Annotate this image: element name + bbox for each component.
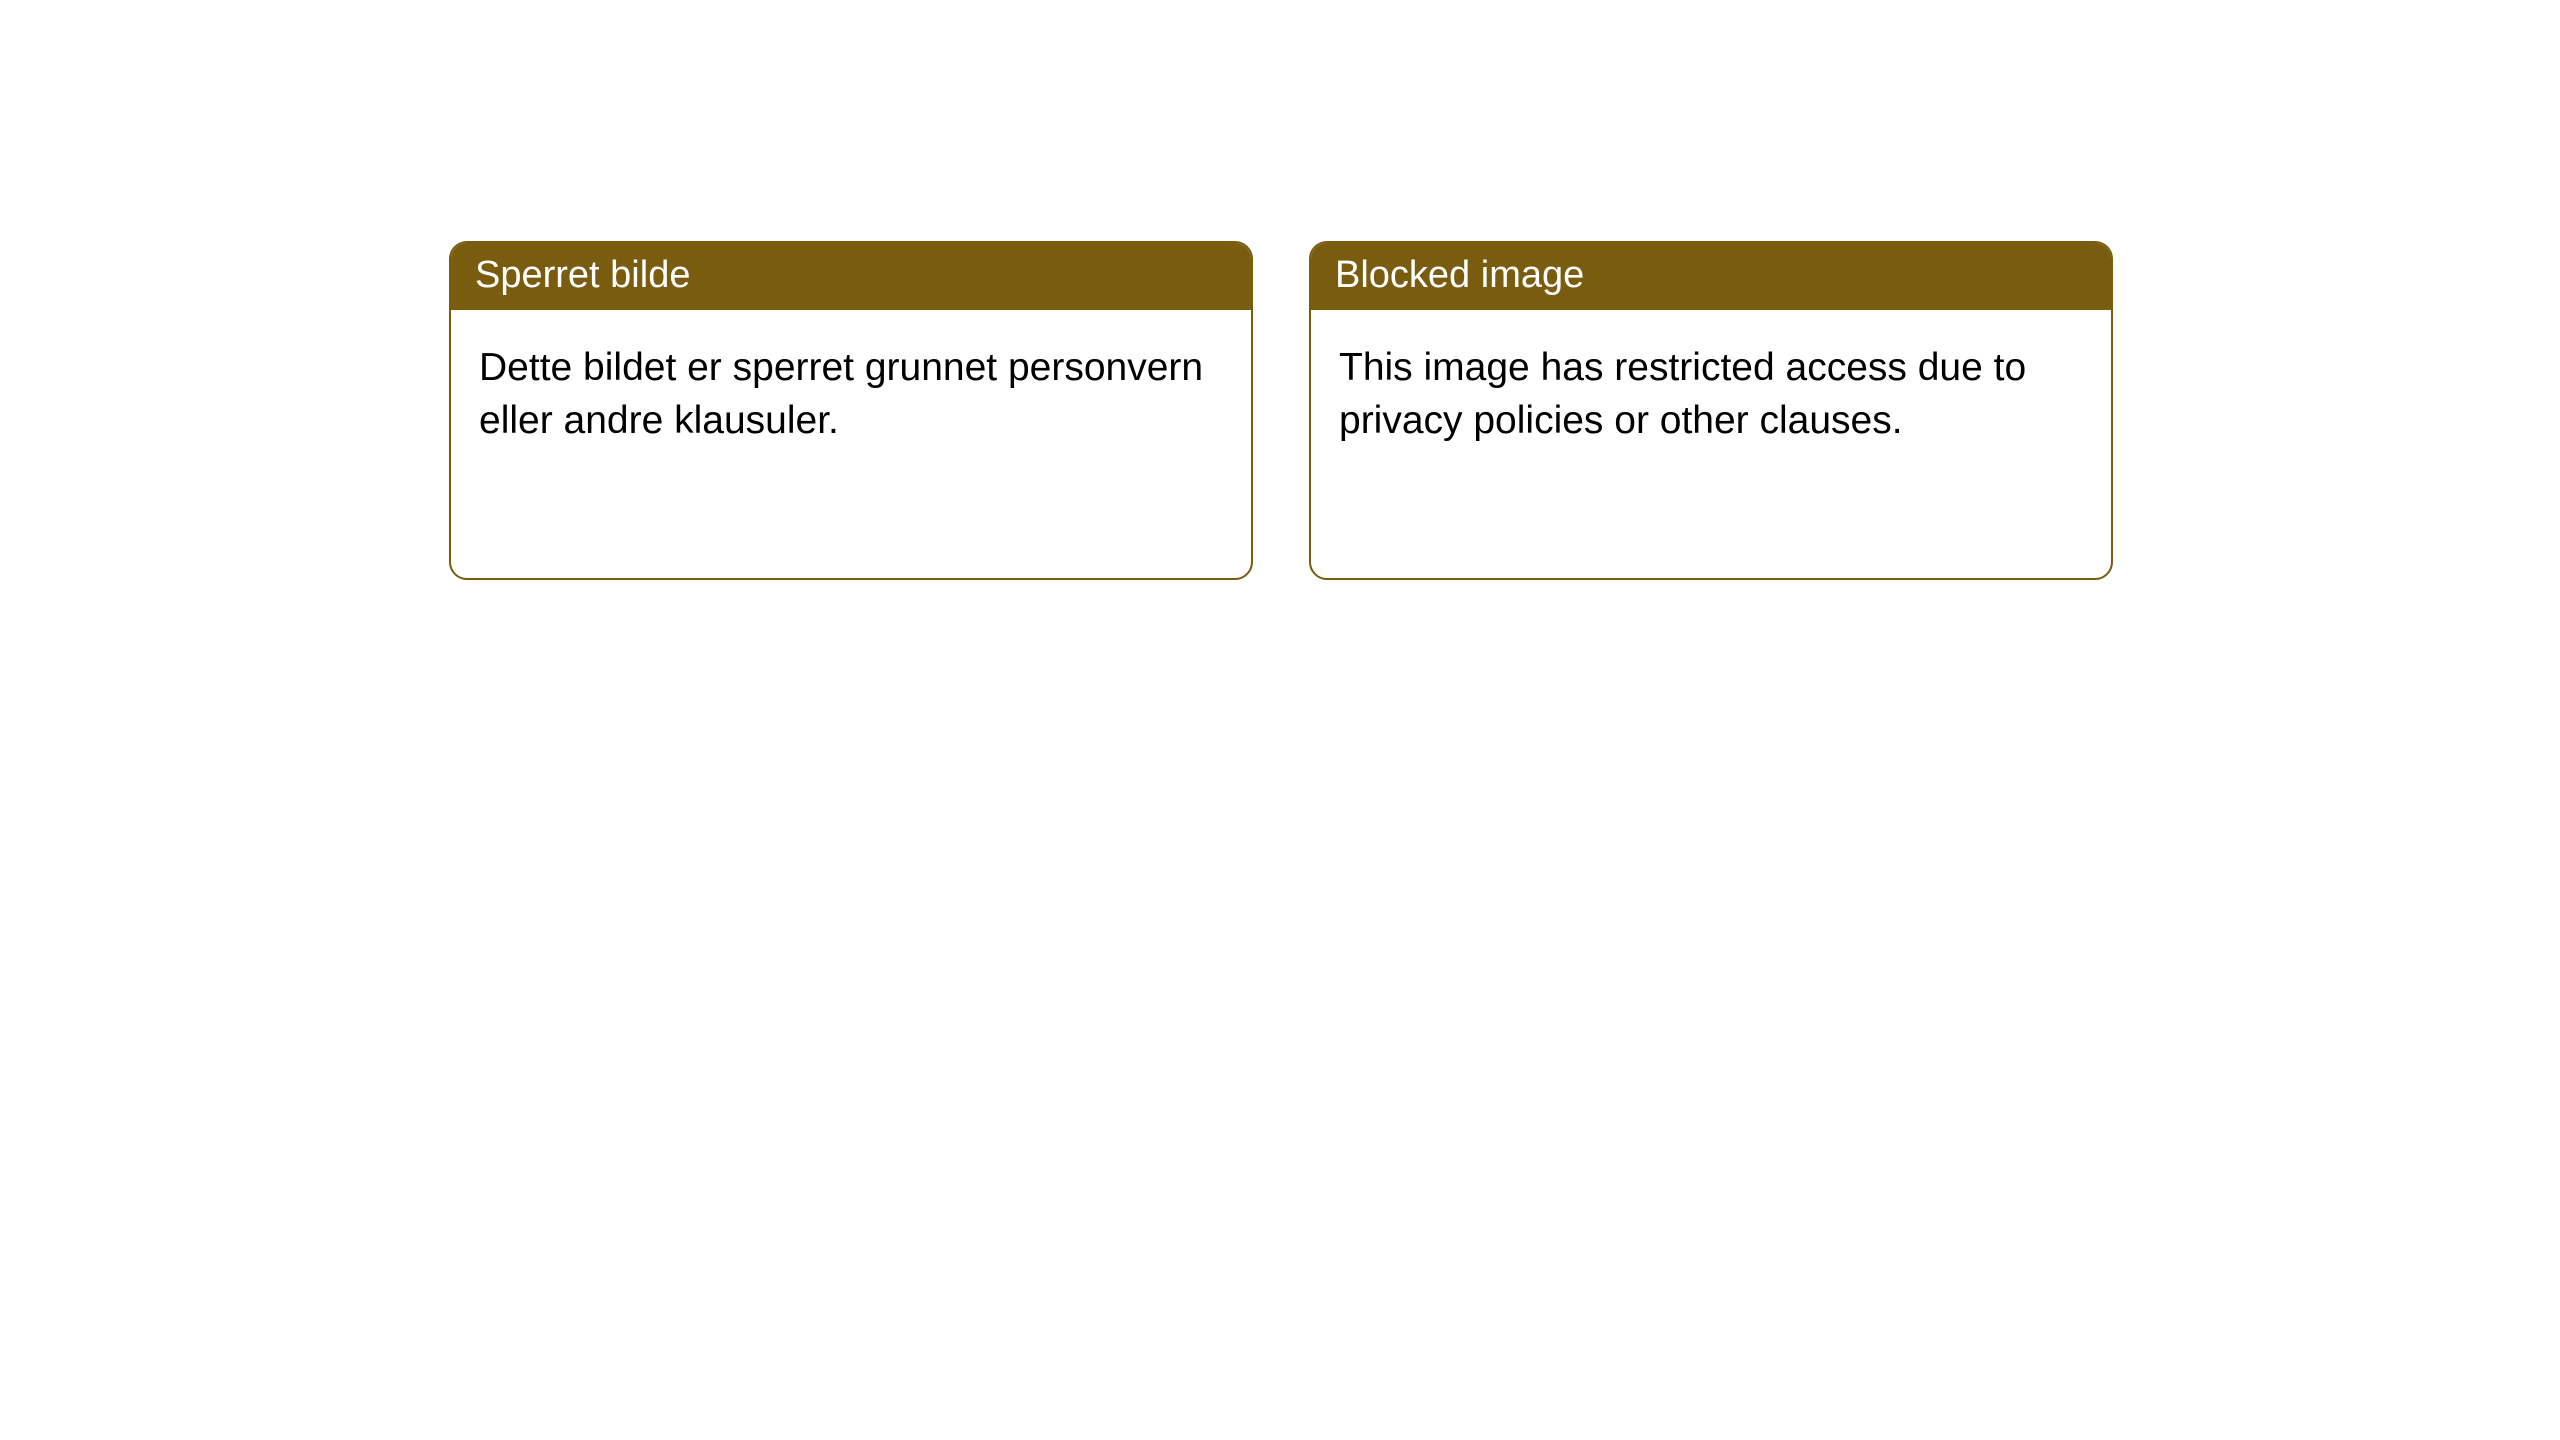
notice-title-norwegian: Sperret bilde bbox=[451, 243, 1251, 310]
notice-card-norwegian: Sperret bilde Dette bildet er sperret gr… bbox=[449, 241, 1253, 580]
notice-container: Sperret bilde Dette bildet er sperret gr… bbox=[449, 241, 2113, 580]
notice-body-english: This image has restricted access due to … bbox=[1311, 310, 2111, 479]
notice-title-english: Blocked image bbox=[1311, 243, 2111, 310]
notice-body-norwegian: Dette bildet er sperret grunnet personve… bbox=[451, 310, 1251, 479]
notice-card-english: Blocked image This image has restricted … bbox=[1309, 241, 2113, 580]
